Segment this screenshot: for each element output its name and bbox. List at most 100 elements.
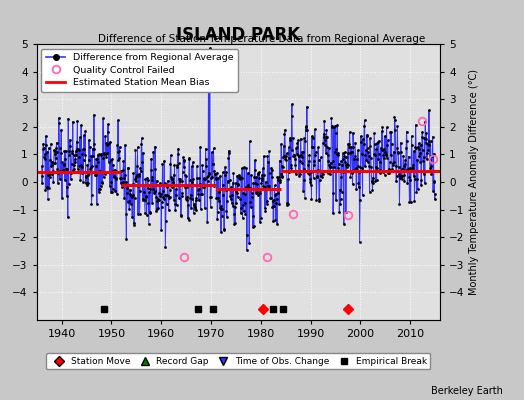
Point: [247, 190, 256, 196]
Point: [38, 163, 46, 169]
Point: [81, 151, 89, 158]
Point: [75, 153, 84, 160]
Point: [211, 175, 220, 182]
Point: [138, 159, 146, 165]
Point: [326, 160, 335, 166]
Point: [112, 168, 120, 174]
Point: [188, 163, 196, 170]
Point: [370, 130, 378, 136]
Point: [307, 196, 315, 202]
Point: [261, 178, 270, 185]
Point: [317, 173, 325, 179]
Point: [269, 218, 278, 224]
Point: [406, 164, 414, 171]
Point: [355, 168, 364, 175]
Point: [283, 200, 291, 206]
Point: [96, 168, 104, 174]
Point: [244, 182, 253, 188]
Point: [273, 174, 281, 180]
Point: [167, 184, 176, 190]
Point: [381, 148, 389, 155]
Point: [156, 182, 165, 189]
Point: [219, 192, 227, 198]
Point: [205, 171, 214, 178]
Point: [72, 152, 80, 158]
Point: [108, 156, 116, 162]
Point: [125, 206, 134, 212]
Point: [238, 165, 246, 172]
Point: [171, 201, 179, 207]
Point: [300, 135, 308, 142]
Point: [388, 168, 396, 174]
Point: [332, 146, 341, 152]
Point: [40, 154, 48, 160]
Point: [100, 150, 108, 157]
Point: [251, 180, 259, 186]
Point: [393, 145, 401, 152]
Point: [184, 216, 193, 223]
Point: [313, 173, 322, 180]
Point: [217, 228, 225, 235]
Point: [337, 189, 346, 195]
Point: [342, 162, 351, 169]
Point: [345, 143, 354, 150]
Point: [271, 190, 280, 197]
Point: [370, 141, 379, 147]
Point: [381, 133, 389, 140]
Point: [97, 179, 106, 185]
Point: [137, 140, 146, 147]
Point: [242, 184, 250, 190]
Point: [189, 159, 197, 166]
Point: [167, 174, 176, 180]
Point: [270, 203, 278, 210]
Point: [230, 211, 238, 218]
Point: [136, 188, 144, 194]
Point: [99, 155, 107, 161]
Point: [249, 222, 258, 229]
Point: [146, 210, 154, 216]
Point: [315, 198, 323, 204]
Point: [157, 204, 166, 210]
Point: [191, 206, 200, 212]
Point: [110, 173, 118, 180]
Point: [430, 179, 439, 186]
Point: [338, 162, 346, 168]
Point: [193, 187, 202, 194]
Point: [121, 142, 129, 148]
Point: [330, 123, 338, 130]
Point: [424, 142, 433, 148]
Point: [286, 134, 294, 141]
Point: [243, 184, 252, 190]
Point: [144, 185, 152, 192]
Point: [151, 143, 159, 150]
Point: [103, 129, 112, 136]
Point: [95, 151, 103, 158]
Point: [154, 205, 162, 212]
Point: [185, 156, 193, 162]
Point: [141, 194, 150, 200]
Point: [179, 169, 187, 175]
Point: [243, 232, 252, 239]
Point: [122, 211, 130, 217]
Point: [336, 196, 345, 202]
Point: [297, 154, 305, 160]
Point: [217, 213, 226, 220]
Point: [97, 151, 106, 158]
Point: [146, 186, 155, 193]
Point: [289, 153, 298, 160]
Point: [42, 184, 51, 191]
Point: [121, 171, 129, 178]
Point: [143, 175, 151, 181]
Point: [47, 141, 55, 147]
Point: [333, 151, 341, 157]
Point: [181, 172, 189, 178]
Point: [400, 172, 408, 178]
Point: [239, 208, 248, 214]
Point: [322, 126, 331, 133]
Point: [387, 152, 395, 158]
Point: [246, 199, 254, 206]
Point: [85, 143, 94, 150]
Point: [257, 176, 266, 183]
Point: [41, 133, 50, 139]
Point: [394, 150, 402, 156]
